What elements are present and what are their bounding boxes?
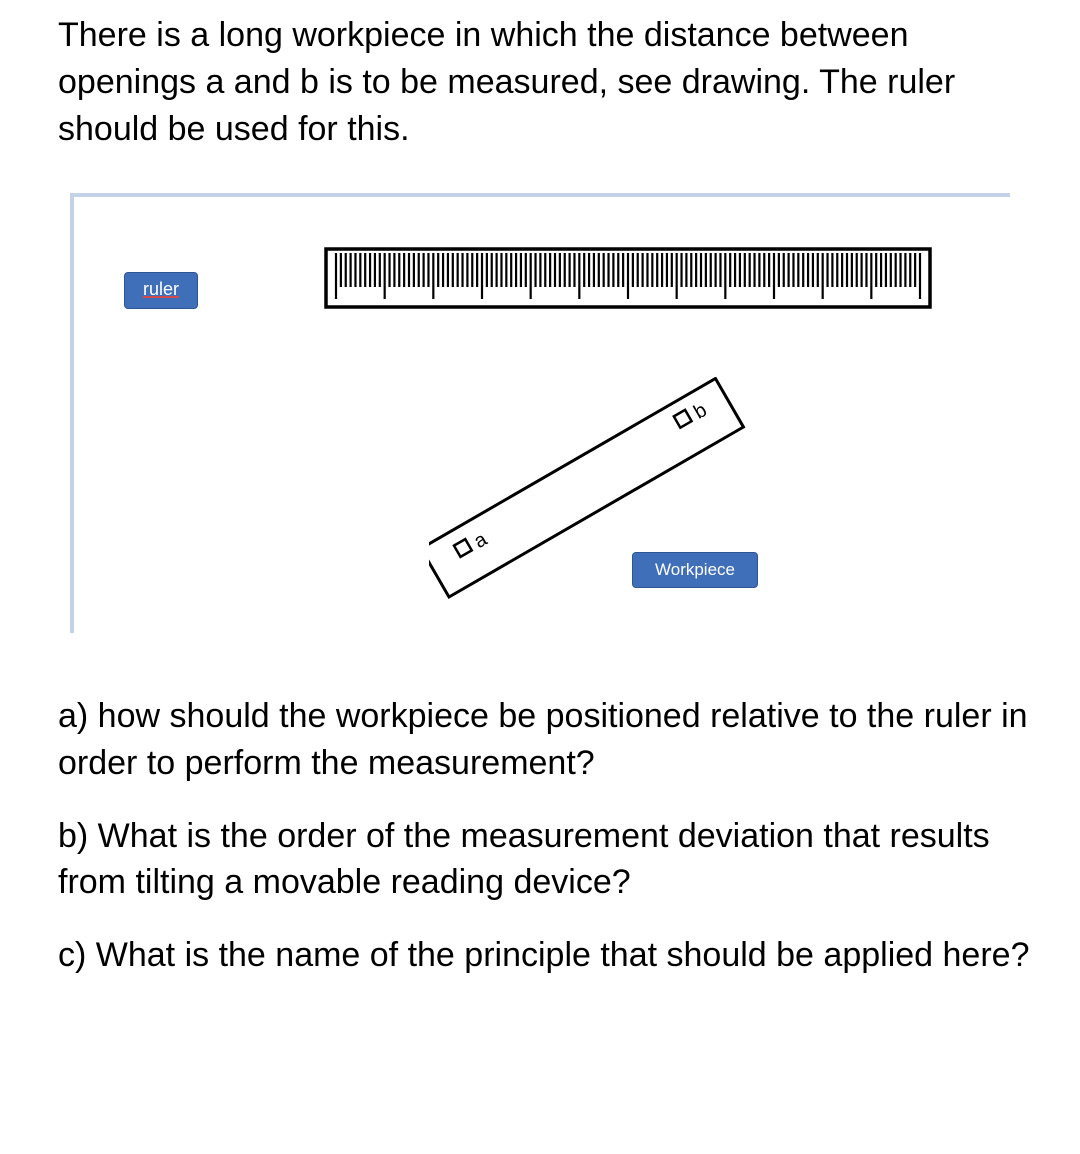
workpiece-label-text: Workpiece xyxy=(655,560,735,579)
problem-intro: There is a long workpiece in which the d… xyxy=(58,12,1030,153)
figure-frame: ruler a b Workpiece xyxy=(70,193,1010,633)
question-b: b) What is the order of the measurement … xyxy=(58,813,1030,907)
questions-block: a) how should the workpiece be positione… xyxy=(58,693,1030,980)
question-c: c) What is the name of the principle tha… xyxy=(58,932,1030,979)
ruler-label-text: ruler xyxy=(143,279,179,299)
ruler-label-tag: ruler xyxy=(124,272,198,309)
workpiece-label-tag: Workpiece xyxy=(632,552,758,589)
ruler-icon xyxy=(324,247,934,312)
question-a: a) how should the workpiece be positione… xyxy=(58,693,1030,787)
